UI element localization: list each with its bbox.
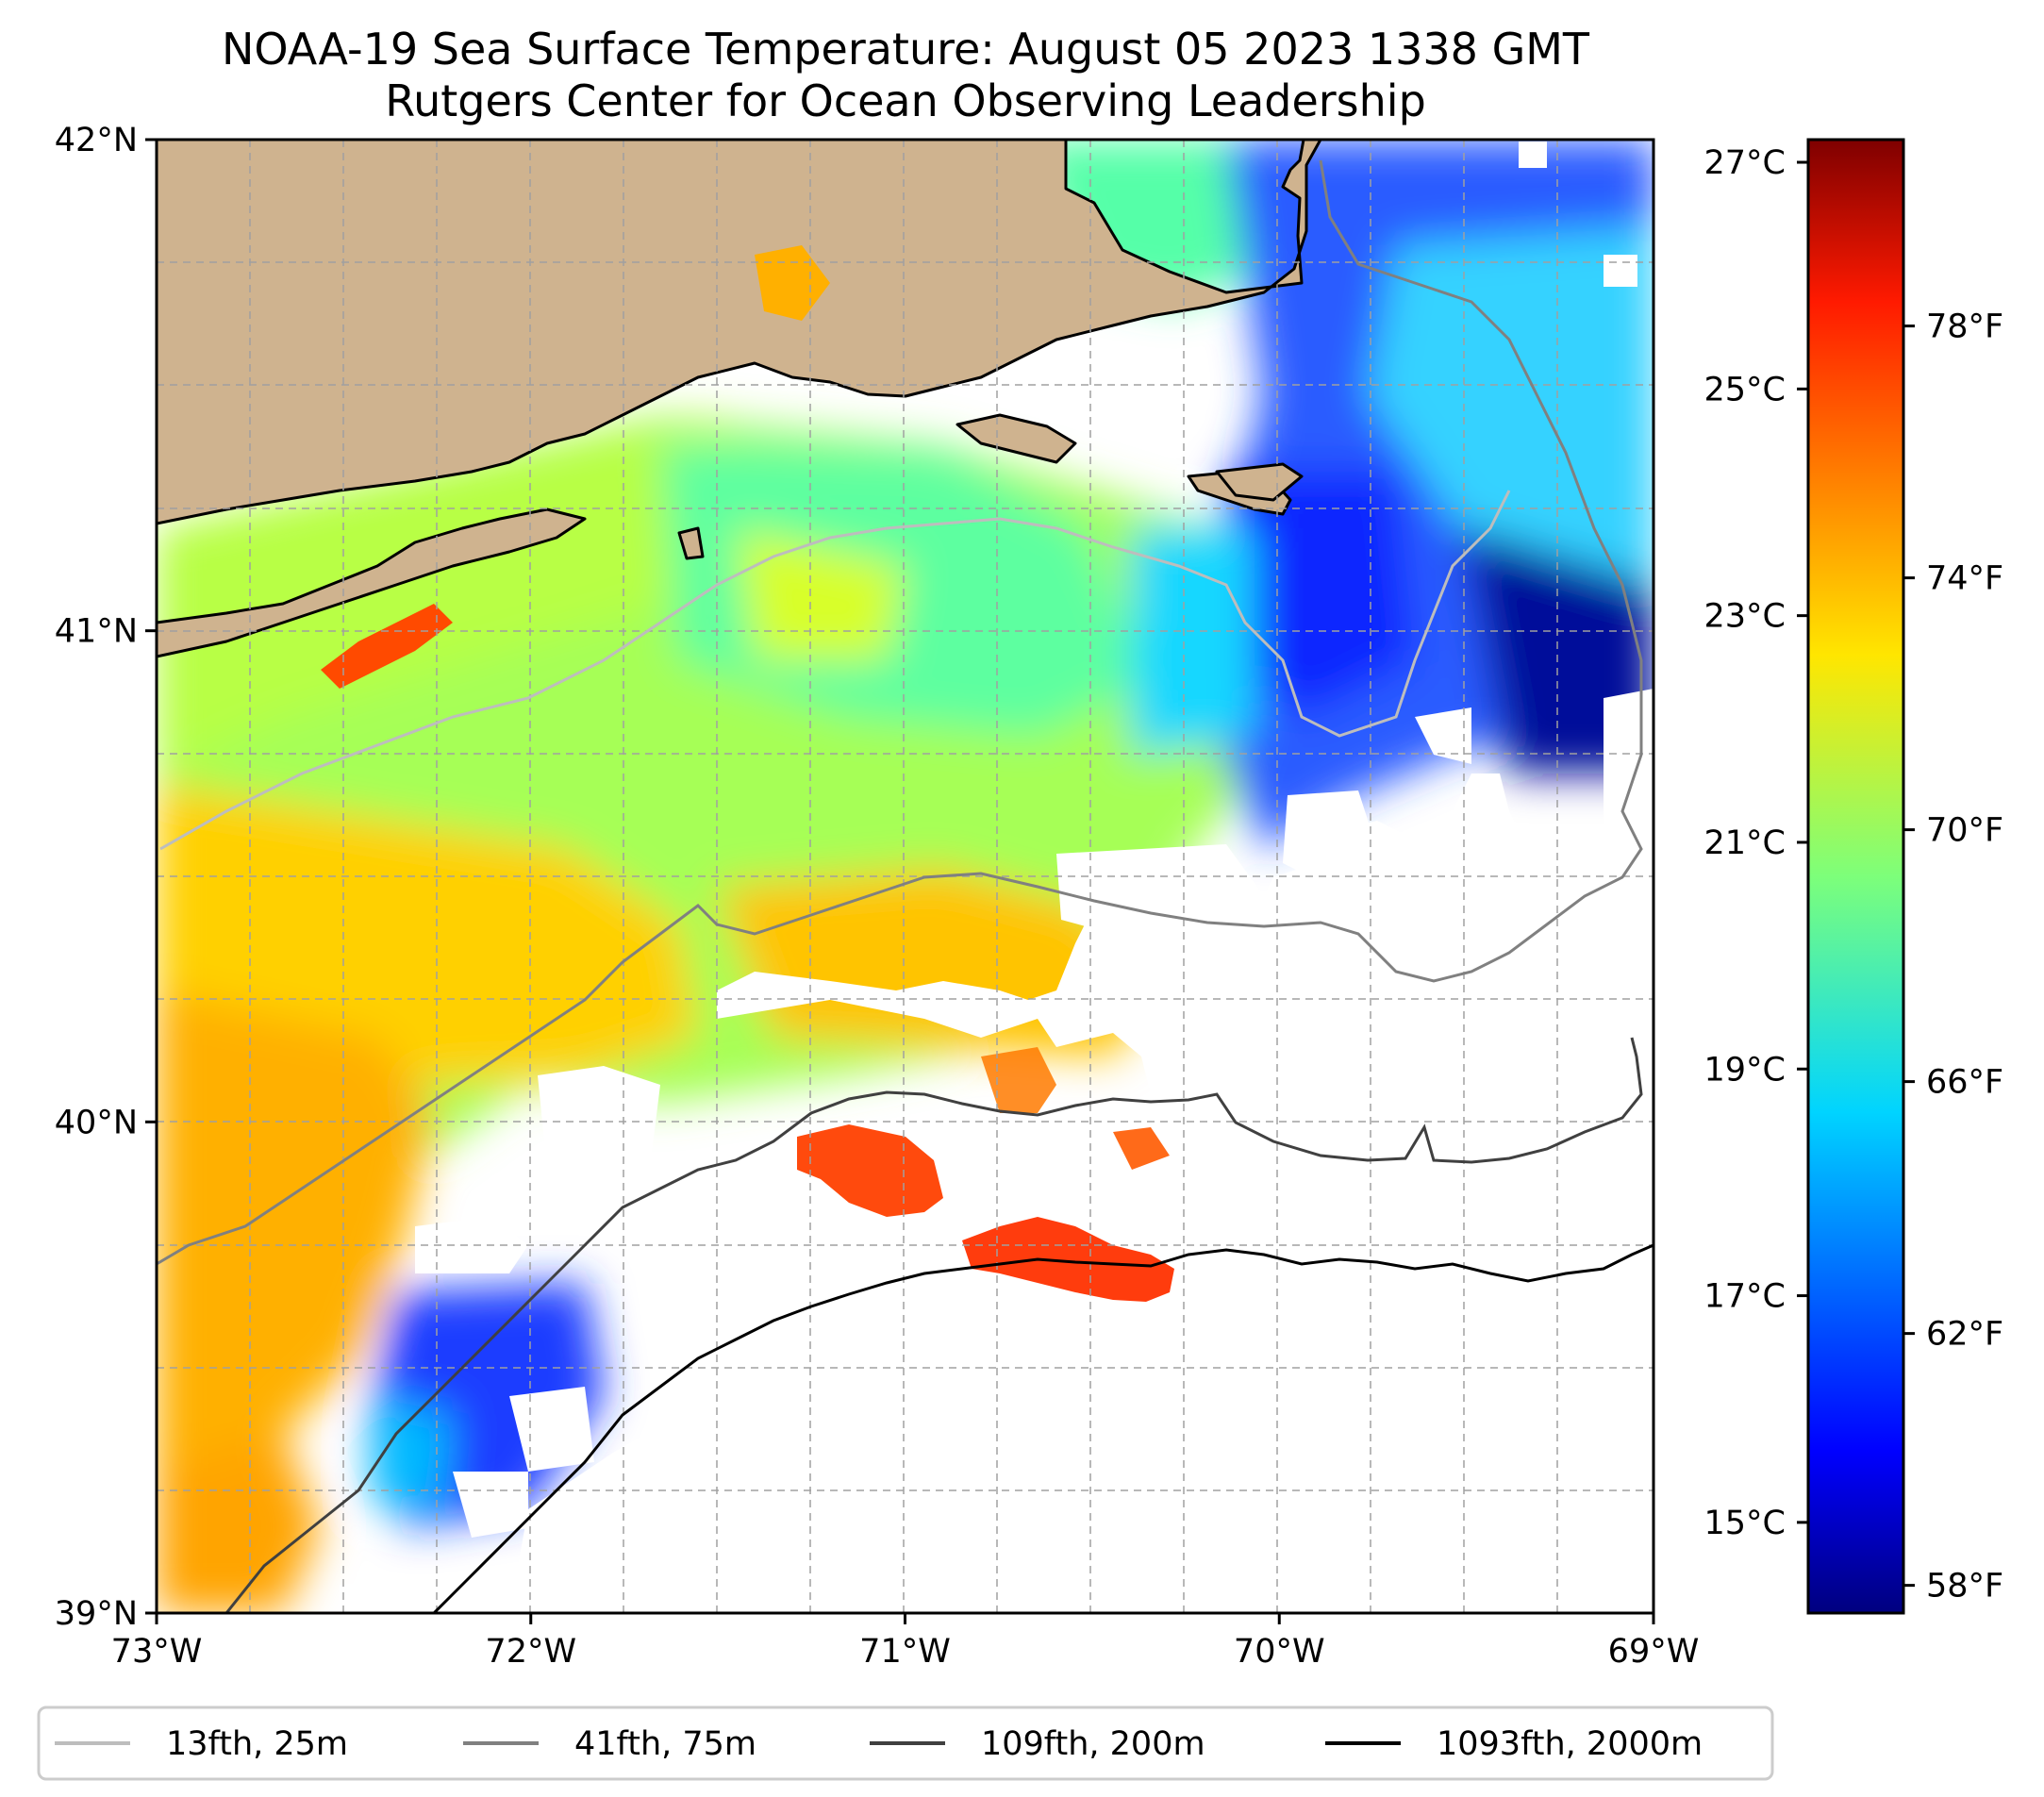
lon-tick-label: 73°W bbox=[111, 1633, 203, 1671]
warm-eddy-patch-2 bbox=[962, 1217, 1174, 1302]
lon-tick-label: 70°W bbox=[1234, 1633, 1325, 1671]
celsius-tick-label: 15°C bbox=[1704, 1505, 1786, 1542]
colorbar-fahrenheit-ticks: 78°F 74°F 70°F 66°F 62°F 58°F bbox=[1903, 308, 2003, 1606]
colorbar-celsius-ticks: 27°C 25°C 23°C 21°C 19°C 17°C 15°C bbox=[1704, 144, 1808, 1542]
colorbar bbox=[1806, 138, 1905, 1615]
marthas-vineyard bbox=[956, 413, 1077, 464]
fahrenheit-tick-label: 66°F bbox=[1926, 1064, 2003, 1102]
land bbox=[157, 140, 1322, 658]
latitude-ticks: 42°N 41°N 40°N 39°N bbox=[55, 122, 157, 1633]
map-panel bbox=[157, 140, 1653, 1613]
celsius-tick-label: 21°C bbox=[1704, 824, 1786, 862]
lat-tick-label: 41°N bbox=[55, 613, 138, 651]
bathymetry-contour-25m bbox=[159, 490, 1511, 851]
lat-tick-label: 40°N bbox=[55, 1104, 138, 1141]
celsius-tick-label: 23°C bbox=[1704, 598, 1786, 636]
longitude-ticks: 73°W 72°W 71°W 70°W 69°W bbox=[111, 1613, 1700, 1671]
map-title-line2: Rutgers Center for Ocean Observing Leade… bbox=[385, 75, 1426, 126]
lon-tick-label: 71°W bbox=[859, 1633, 951, 1671]
bathymetry-contour-2000m bbox=[432, 1243, 1653, 1613]
fahrenheit-tick-label: 70°F bbox=[1926, 812, 2003, 850]
legend-label: 109fth, 200m bbox=[981, 1725, 1205, 1763]
warm-patch-4 bbox=[1113, 1127, 1170, 1170]
sst-field bbox=[157, 140, 1653, 1613]
map-title-line1: NOAA-19 Sea Surface Temperature: August … bbox=[222, 24, 1590, 75]
warm-bay-patch bbox=[321, 604, 453, 689]
long-island bbox=[157, 507, 587, 658]
nantucket bbox=[1215, 462, 1304, 502]
fahrenheit-tick-label: 74°F bbox=[1926, 560, 2003, 598]
lon-tick-label: 72°W bbox=[485, 1633, 576, 1671]
fahrenheit-tick-label: 78°F bbox=[1926, 308, 2003, 346]
warm-patch-3 bbox=[981, 1047, 1056, 1113]
legend-label: 13fth, 25m bbox=[166, 1725, 348, 1763]
warm-eddy-patch bbox=[797, 1124, 943, 1217]
celsius-tick-label: 27°C bbox=[1704, 144, 1786, 182]
fahrenheit-tick-label: 58°F bbox=[1926, 1568, 2003, 1606]
lat-tick-label: 39°N bbox=[55, 1595, 138, 1633]
warm-bay-patch-2 bbox=[755, 245, 830, 321]
fahrenheit-tick-label: 62°F bbox=[1926, 1316, 2003, 1354]
grid-lines bbox=[157, 140, 1653, 1613]
celsius-tick-label: 25°C bbox=[1704, 371, 1786, 408]
bathymetry-contour-75m bbox=[157, 159, 1643, 1266]
celsius-tick-label: 19°C bbox=[1704, 1051, 1786, 1089]
legend-items: 13fth, 25m 41fth, 75m 109fth, 200m 1093fth,… bbox=[55, 1725, 1703, 1763]
lon-tick-label: 69°W bbox=[1608, 1633, 1700, 1671]
celsius-tick-label: 17°C bbox=[1704, 1278, 1786, 1316]
legend-label: 1093fth, 2000m bbox=[1437, 1725, 1703, 1763]
cloud-mask bbox=[340, 141, 1653, 1613]
lat-tick-label: 42°N bbox=[55, 122, 138, 159]
legend-label: 41fth, 75m bbox=[574, 1725, 756, 1763]
mainland-new-england bbox=[157, 140, 1322, 525]
block-island bbox=[677, 526, 705, 560]
bathymetry-contour-200m bbox=[224, 1037, 1643, 1613]
